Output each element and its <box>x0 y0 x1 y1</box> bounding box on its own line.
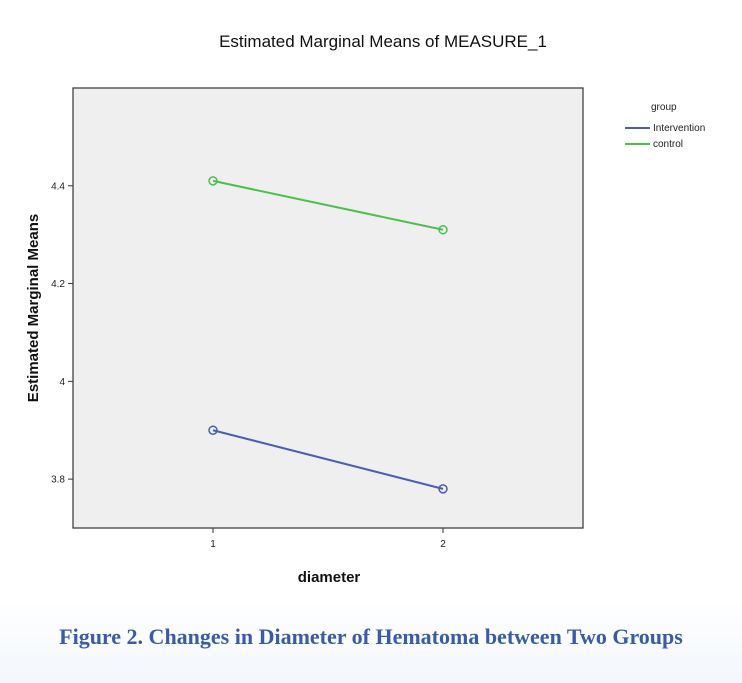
line-chart: Estimated Marginal Means of MEASURE_1 3.… <box>25 32 705 586</box>
data-point-control <box>438 225 448 235</box>
y-tick-label: 4.4 <box>51 181 65 192</box>
legend: group Intervention control <box>625 102 705 150</box>
y-tick-label: 3.8 <box>51 475 65 486</box>
plot-area <box>72 87 584 529</box>
y-axis-label: Estimated Marginal Means <box>25 214 42 402</box>
figure-caption: Figure 2. Changes in Diameter of Hematom… <box>59 624 683 649</box>
data-point-control <box>208 176 218 186</box>
y-tick-label: 4 <box>59 377 65 388</box>
y-tick-label: 4.2 <box>51 279 65 290</box>
chart-title: Estimated Marginal Means of MEASURE_1 <box>219 32 547 51</box>
page-background-fade <box>0 600 742 683</box>
legend-entry: Intervention <box>653 123 705 134</box>
legend-entry: control <box>653 139 683 150</box>
data-point-intervention <box>208 425 218 435</box>
x-tick-label: 1 <box>210 539 216 550</box>
series-line-control <box>212 179 444 231</box>
data-point-intervention <box>438 484 448 494</box>
legend-title: group <box>651 102 677 113</box>
x-tick-label: 2 <box>440 539 446 550</box>
series-layer <box>208 176 448 494</box>
y-axis: 3.8 4 4.2 4.4 <box>51 181 73 486</box>
series-line-intervention <box>212 429 444 490</box>
x-axis-label: diameter <box>298 569 361 586</box>
